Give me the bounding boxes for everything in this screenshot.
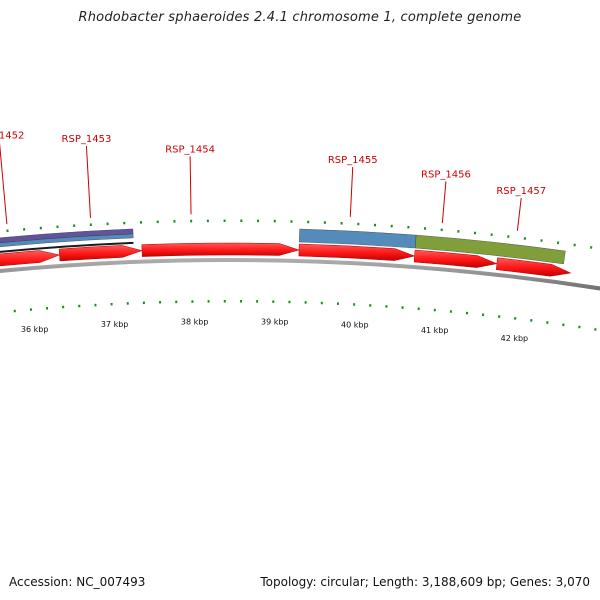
scale-label: 38 kbp	[181, 317, 209, 326]
gene-leader-line	[0, 142, 8, 225]
cds-arrow-1	[0, 250, 61, 267]
scale-label: 41 kbp	[421, 326, 449, 335]
blue-track-1	[0, 233, 134, 248]
green-track	[414, 234, 566, 265]
track-outline	[0, 241, 134, 253]
map-title: Rhodobacter sphaeroides 2.4.1 chromosome…	[78, 10, 522, 25]
genome-summary-text: Topology: circular; Length: 3,188,609 bp…	[260, 575, 590, 589]
accession-text: Accession: NC_007493	[9, 575, 146, 589]
scale-label: 40 kbp	[341, 320, 369, 329]
gene-label: RSP_1453	[62, 134, 112, 145]
gene-label: RSP_1457	[496, 186, 546, 197]
gene-leader-line	[516, 197, 522, 231]
cds-arrow-3	[141, 242, 300, 257]
gene-label: RSP_1455	[328, 155, 378, 166]
scale-label: 39 kbp	[261, 317, 289, 326]
scale-label: 37 kbp	[101, 320, 129, 329]
gene-label: RSP_1456	[421, 169, 471, 180]
gene-leader-line	[441, 181, 447, 224]
gene-leader-line	[85, 146, 91, 218]
scale-label: 42 kbp	[501, 334, 529, 343]
gene-label: RSP_1452	[0, 130, 24, 141]
gene-label: RSP_1454	[165, 144, 215, 155]
backbone-ring	[0, 258, 600, 291]
gene-leader-line	[349, 166, 354, 217]
cds-arrow-5	[413, 249, 498, 268]
cds-arrow-2	[58, 245, 143, 262]
cds-arrow-4	[298, 243, 416, 261]
scale-label: 36 kbp	[21, 325, 49, 334]
cds-arrow-6	[495, 257, 572, 277]
gene-leader-line	[189, 156, 192, 215]
